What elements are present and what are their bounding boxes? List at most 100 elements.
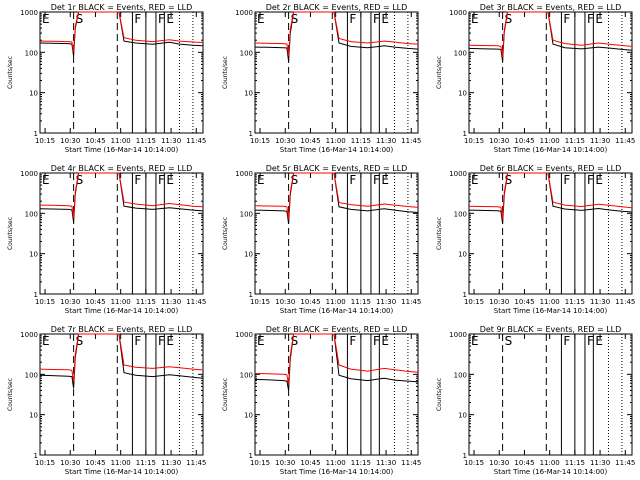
x-tick-label: 10:15 [250, 459, 270, 467]
panel-title: Det 7r BLACK = Events, RED = LLD [51, 325, 193, 334]
marker-label: E [595, 173, 603, 187]
panel-title: Det 6r BLACK = Events, RED = LLD [480, 164, 622, 173]
x-tick-label: 10:30 [489, 298, 509, 306]
marker-label: S [291, 12, 299, 26]
x-axis-label: Start Time (16-Mar-14 10:14:00) [494, 468, 608, 476]
x-tick-label: 10:15 [35, 298, 55, 306]
x-tick-label: 10:30 [60, 298, 80, 306]
x-tick-label: 11:15 [136, 298, 156, 306]
y-tick-label: 100 [25, 49, 38, 57]
x-tick-label: 10:15 [250, 137, 270, 145]
x-tick-label: 10:30 [275, 137, 295, 145]
marker-label: F [373, 12, 380, 26]
x-tick-label: 11:45 [615, 298, 635, 306]
marker-label: E [42, 12, 50, 26]
x-tick-label: 10:45 [300, 137, 320, 145]
x-axis-label: Start Time (16-Mar-14 10:14:00) [65, 146, 179, 154]
y-tick-label: 1 [34, 291, 38, 299]
x-tick-label: 10:15 [250, 298, 270, 306]
x-tick-label: 10:30 [489, 459, 509, 467]
y-axis-label: Counts/sec [222, 217, 229, 250]
y-tick-label: 100 [25, 210, 38, 218]
marker-label: E [257, 12, 265, 26]
lld-series-line [39, 172, 204, 219]
y-tick-label: 100 [240, 49, 253, 57]
marker-label: E [166, 334, 174, 348]
x-tick-label: 10:15 [35, 137, 55, 145]
marker-label: F [158, 12, 165, 26]
y-tick-label: 1000 [20, 170, 38, 178]
y-tick-label: 1000 [235, 331, 253, 339]
panel-title: Det 8r BLACK = Events, RED = LLD [266, 325, 408, 334]
marker-label: F [134, 334, 141, 348]
events-series-line [39, 172, 204, 223]
y-tick-label: 10 [458, 251, 467, 259]
lld-series-line [254, 11, 419, 57]
x-tick-label: 11:30 [590, 298, 610, 306]
y-axis-label: Counts/sec [7, 56, 14, 89]
y-tick-label: 10 [458, 412, 467, 420]
marker-label: F [563, 12, 570, 26]
y-tick-label: 1 [463, 452, 467, 460]
x-tick-label: 10:45 [514, 459, 534, 467]
x-tick-label: 10:15 [464, 459, 484, 467]
y-tick-label: 10 [244, 90, 253, 98]
marker-label: S [291, 334, 299, 348]
x-tick-label: 11:30 [376, 298, 396, 306]
y-tick-label: 1000 [235, 9, 253, 17]
x-axis-label: Start Time (16-Mar-14 10:14:00) [494, 307, 608, 315]
x-tick-label: 11:45 [401, 298, 421, 306]
x-tick-label: 10:30 [275, 459, 295, 467]
marker-label: F [349, 173, 356, 187]
y-tick-label: 100 [25, 371, 38, 379]
y-tick-label: 1000 [20, 9, 38, 17]
y-tick-label: 10 [244, 251, 253, 259]
x-tick-label: 10:15 [464, 298, 484, 306]
y-axis-label: Counts/sec [7, 378, 14, 411]
panel-title: Det 5r BLACK = Events, RED = LLD [266, 164, 408, 173]
x-tick-label: 10:30 [489, 137, 509, 145]
lld-series-line [39, 11, 204, 53]
y-tick-label: 1 [249, 452, 253, 460]
marker-label: F [134, 12, 141, 26]
x-tick-label: 11:30 [376, 137, 396, 145]
lld-series-line [468, 172, 633, 220]
x-tick-label: 10:45 [85, 298, 105, 306]
events-series-line [39, 333, 204, 389]
x-tick-label: 11:15 [351, 137, 371, 145]
events-series-line [468, 172, 633, 224]
events-series-line [468, 11, 633, 62]
marker-label: F [373, 334, 380, 348]
x-tick-label: 11:45 [615, 137, 635, 145]
marker-label: F [587, 334, 594, 348]
marker-label: S [76, 173, 84, 187]
x-axis-label: Start Time (16-Mar-14 10:14:00) [280, 307, 394, 315]
y-axis-label: Counts/sec [222, 378, 229, 411]
plot-frame [468, 333, 633, 456]
marker-label: S [76, 334, 84, 348]
x-tick-label: 11:30 [590, 137, 610, 145]
y-tick-label: 10 [29, 251, 38, 259]
marker-label: S [505, 12, 513, 26]
y-axis-label: Counts/sec [436, 217, 443, 250]
detector-panel-2: Det 2r BLACK = Events, RED = LLD 1 10 100 10… [222, 3, 421, 154]
x-axis-label: Start Time (16-Mar-14 10:14:00) [280, 146, 394, 154]
x-tick-label: 10:15 [35, 459, 55, 467]
y-tick-label: 1 [34, 130, 38, 138]
marker-label: F [349, 334, 356, 348]
x-tick-label: 10:45 [514, 137, 534, 145]
x-tick-label: 11:15 [136, 459, 156, 467]
x-axis-label: Start Time (16-Mar-14 10:14:00) [494, 146, 608, 154]
y-tick-label: 100 [454, 371, 467, 379]
detector-panel-1: Det 1r BLACK = Events, RED = LLD 1 10 100 10… [7, 3, 206, 154]
x-tick-label: 11:00 [111, 137, 131, 145]
marker-label: E [166, 12, 174, 26]
y-tick-label: 10 [29, 90, 38, 98]
marker-label: E [595, 12, 603, 26]
detector-panel-5: Det 5r BLACK = Events, RED = LLD 1 10 100 10… [222, 164, 421, 315]
marker-label: E [42, 173, 50, 187]
x-tick-label: 11:15 [351, 459, 371, 467]
marker-label: F [587, 12, 594, 26]
x-tick-label: 11:00 [326, 298, 346, 306]
x-tick-label: 11:15 [565, 459, 585, 467]
